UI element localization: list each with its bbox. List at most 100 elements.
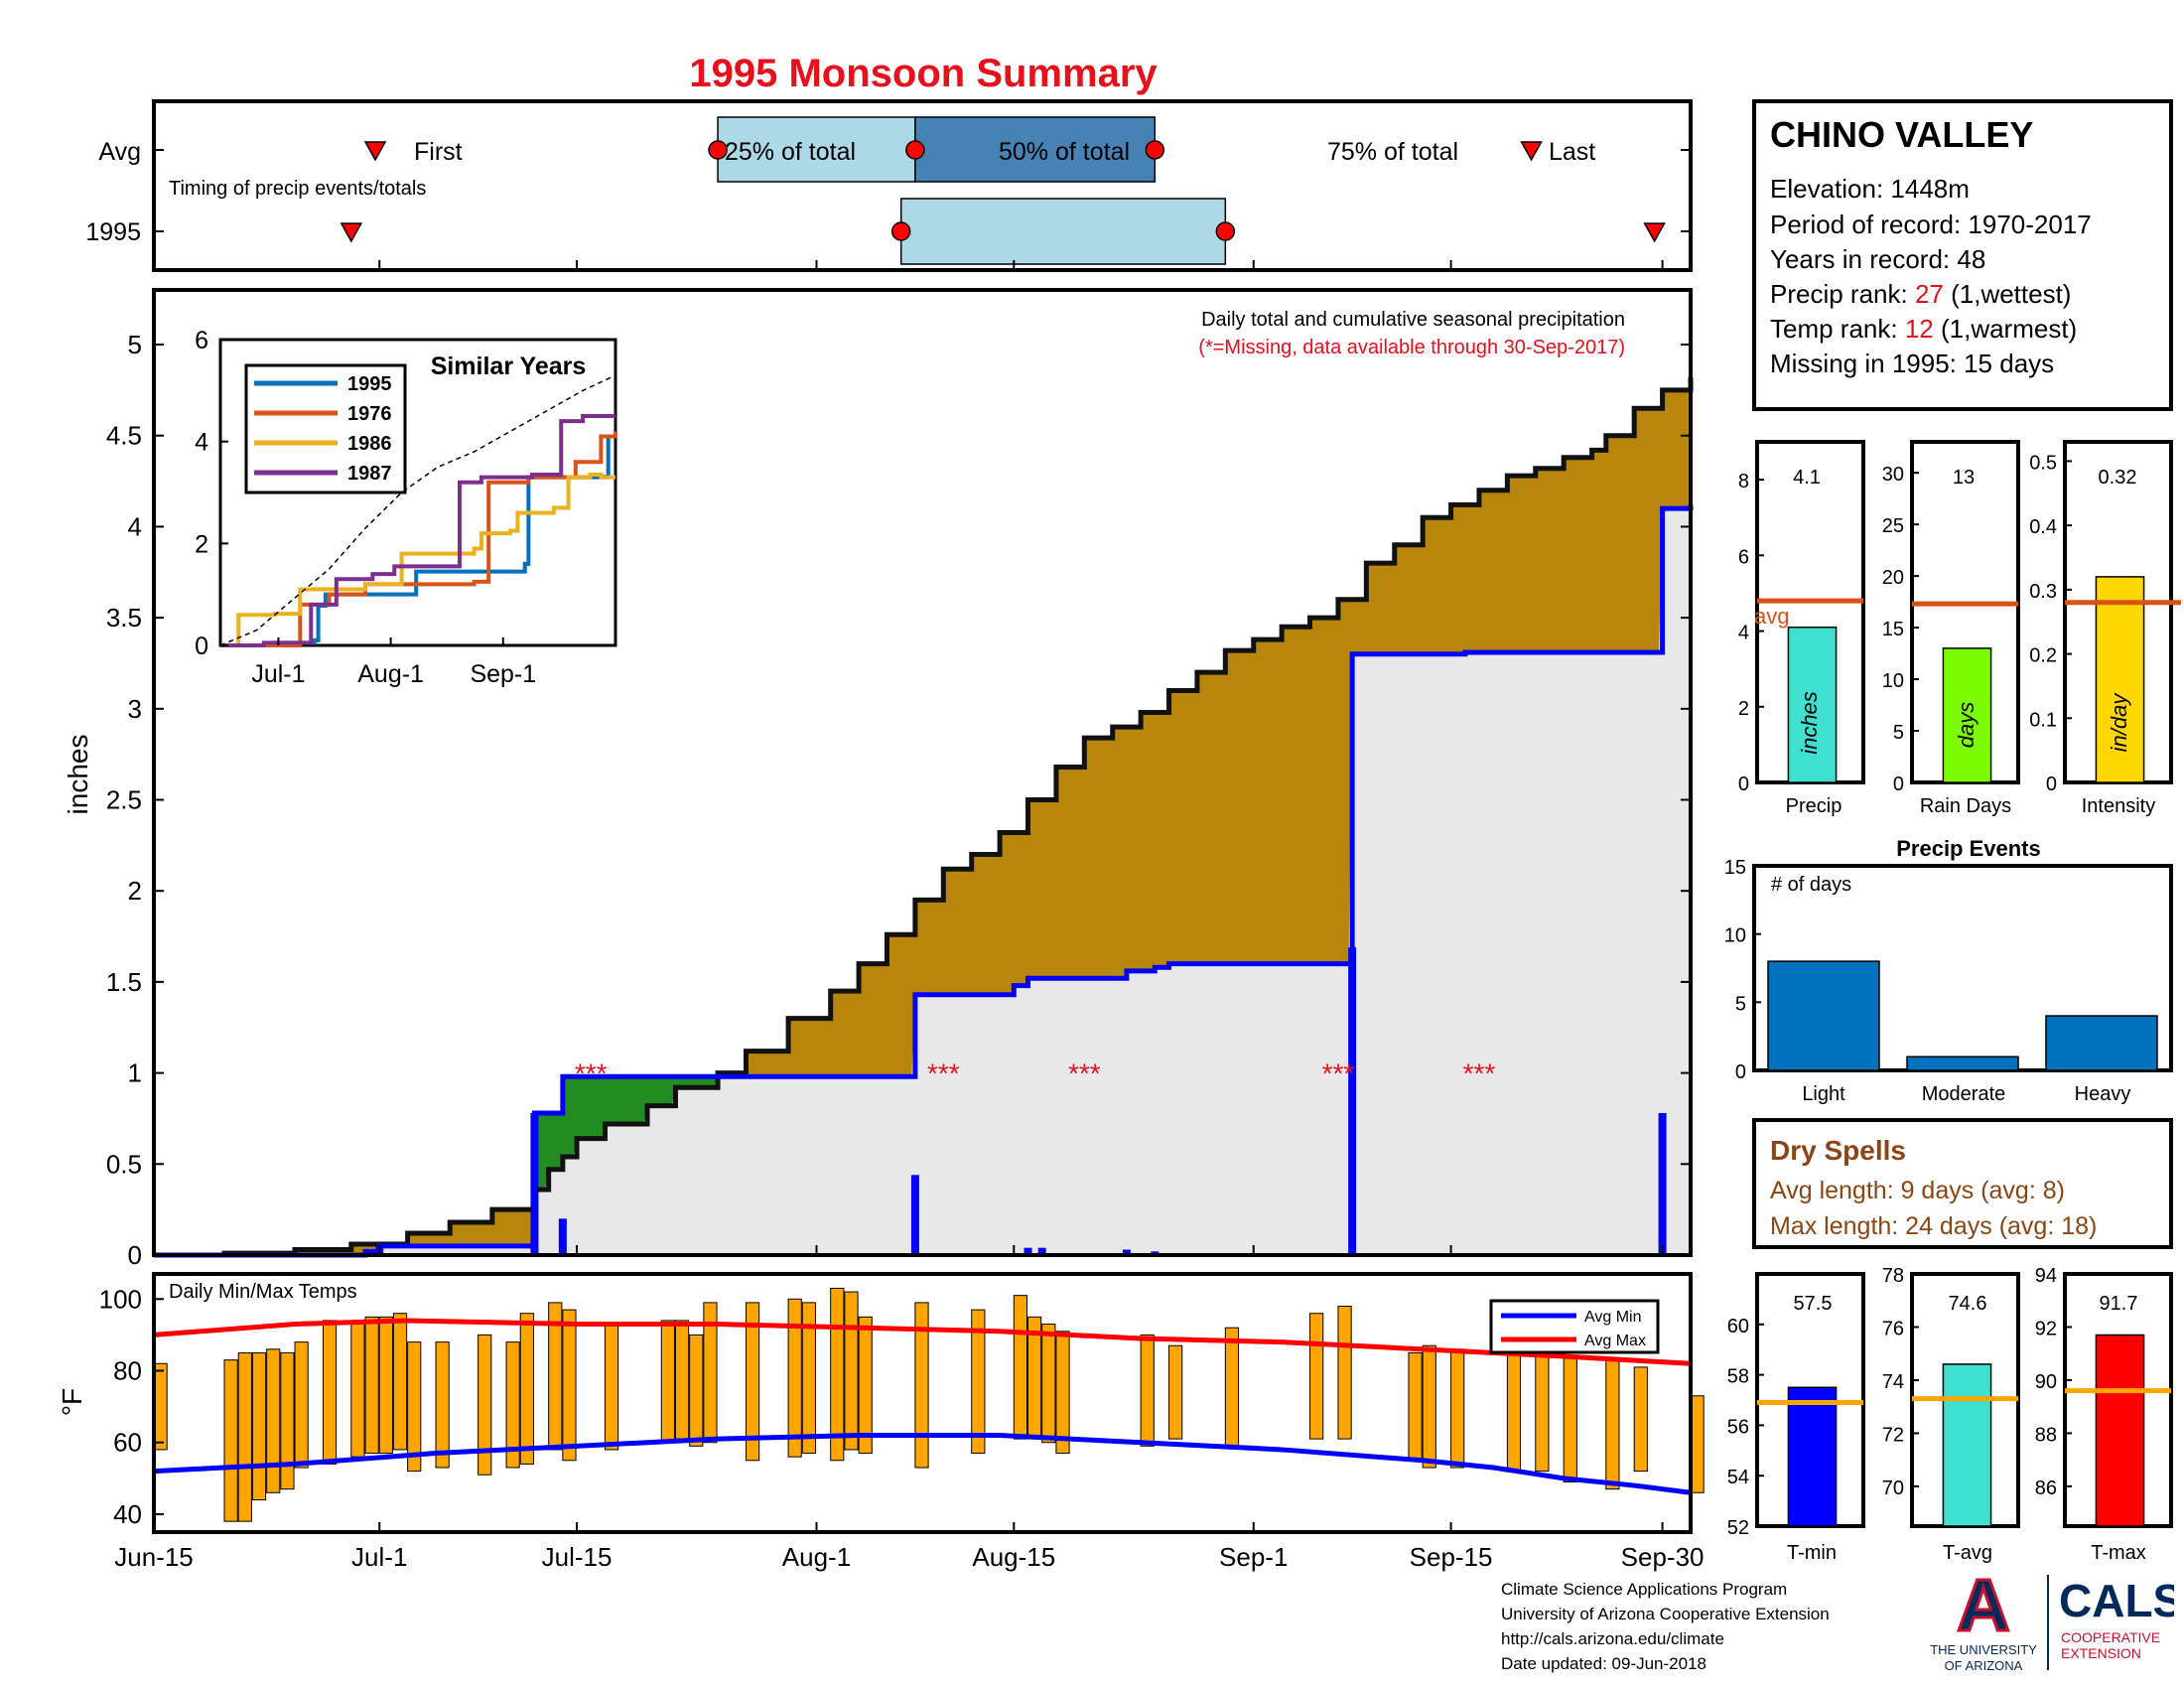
daily-temp-range-bar	[1450, 1348, 1465, 1469]
precip-y-tick-label: 0	[1738, 774, 1749, 795]
station-years: Years in record: 48	[1770, 244, 1985, 274]
temp-y-tick-label: 40	[113, 1499, 142, 1529]
temp-y-tick-label: 100	[99, 1284, 142, 1314]
daily-temp-range-bar	[237, 1351, 252, 1522]
precip-frame	[1755, 440, 1865, 784]
avg-timing-box-50-75	[914, 116, 1157, 183]
daily-temp-range-bar	[858, 1316, 873, 1455]
inset-x-tick-label: Aug-1	[357, 660, 424, 688]
missing-data-marker: ***	[1322, 1058, 1355, 1089]
tavg-y-tick-label: 74	[1882, 1371, 1904, 1393]
avg-timing-box-25-50	[717, 116, 916, 183]
tmax-y-tick-label: 92	[2035, 1318, 2057, 1339]
precip-x-label: Precip	[1786, 795, 1843, 817]
daily-temp-range-bar	[1041, 1324, 1056, 1444]
daily-temp-range-bar	[519, 1313, 534, 1465]
daily-temp-range-bar	[280, 1351, 295, 1490]
x-axis-date-label: Aug-15	[972, 1542, 1055, 1572]
station-frame	[1752, 99, 2173, 411]
inset-legend-1986: 1986	[347, 433, 392, 455]
precip-events-y-tick-label: 5	[1735, 993, 1746, 1015]
daily-temp-range-bar	[364, 1316, 379, 1455]
main-annotation-line1: Daily total and cumulative seasonal prec…	[1201, 309, 1625, 331]
station-precip-rank: Precip rank: 27 (1,wettest)	[1770, 279, 2071, 309]
avg-first-marker	[363, 141, 387, 162]
timing-percentile-dot	[1215, 221, 1236, 241]
missing-data-marker: ***	[1068, 1058, 1101, 1089]
inset-legend-1995: 1995	[347, 373, 392, 395]
raindays-unit-label: days	[1954, 702, 1979, 748]
intensity-bar	[2095, 576, 2145, 783]
cals-logo: CALS COOPERATIVE EXTENSION	[2045, 1567, 2183, 1676]
daily-temp-range-bar	[1506, 1351, 1522, 1473]
year-cumulative-line	[154, 504, 1694, 1258]
footer-line-program: Climate Science Applications Program	[1501, 1580, 1788, 1599]
tmax-y-tick-label: 86	[2035, 1477, 2057, 1499]
main-y-tick-label: 2.5	[106, 785, 142, 815]
precip-value-label: 4.1	[1793, 467, 1821, 489]
main-annotation-line2: (*=Missing, data available through 30-Se…	[1198, 337, 1625, 358]
daily-precip-bar	[1122, 1249, 1131, 1255]
missing-data-marker: ***	[575, 1058, 608, 1089]
year-first-marker	[340, 222, 363, 243]
main-y-tick-label: 0.5	[106, 1149, 142, 1179]
timing-panel: Avg 1995 Timing of precip events/totals …	[85, 99, 1693, 272]
main-plot-frame	[152, 288, 1693, 1257]
timing-p25-label: 25% of total	[725, 138, 856, 166]
daily-temp-range-bar	[604, 1324, 619, 1451]
daily-precip-bar	[1658, 1112, 1667, 1255]
main-y-tick-label: 1	[128, 1058, 142, 1088]
year-timing-box	[899, 198, 1227, 265]
tavg-x-label: T-avg	[1943, 1542, 1992, 1564]
precip-events-title: Precip Events	[1896, 836, 2041, 861]
rain-days-y-tick-label: 25	[1882, 515, 1904, 537]
tmax-bar	[2095, 1334, 2145, 1527]
daily-temp-range-bar	[1224, 1327, 1240, 1447]
dry-spells-avg: Avg length: 9 days (avg: 8)	[1770, 1177, 2065, 1204]
timing-percentile-dot	[890, 221, 911, 241]
x-axis-date-label: Jul-15	[542, 1542, 613, 1572]
main-y-tick-label: 4.5	[106, 421, 142, 451]
daily-temp-range-bar	[251, 1351, 267, 1501]
rain-days-y-tick-label: 30	[1882, 464, 1904, 486]
main-plot-series: *** *** *** *** *** 0 0.5 1 1.5 2 2.5 3 3.5 4 4.5 5	[106, 330, 1694, 1270]
daily-temp-range-bar	[562, 1309, 577, 1462]
footer-line-university: University of Arizona Cooperative Extens…	[1501, 1605, 1830, 1623]
timing-row-year: 1995	[85, 218, 141, 246]
intensity-value-label: 0.32	[2099, 467, 2137, 489]
precip-events-ylabel: # of days	[1771, 874, 1851, 896]
cals-logo-word: CALS	[2059, 1575, 2174, 1626]
temp-chart-title: Daily Min/Max Temps	[169, 1281, 357, 1303]
daily-temp-range-bar	[1140, 1334, 1155, 1447]
dry-spells-max: Max length: 24 days (avg: 18)	[1770, 1212, 2097, 1240]
daily-temp-range-bar	[1168, 1344, 1183, 1440]
temp-rank-value: 12	[1905, 314, 1934, 344]
daily-temp-range-bar	[830, 1287, 845, 1462]
precip-y-tick-label: 2	[1738, 698, 1749, 720]
main-y-tick-label: 1.5	[106, 967, 142, 997]
temp-y-axis-label: °F	[57, 1388, 87, 1416]
daily-temp-range-bar	[392, 1313, 408, 1451]
intensity-x-label: Intensity	[2082, 795, 2155, 817]
tmin-y-tick-label: 58	[1727, 1366, 1749, 1388]
daily-temp-range-bar	[505, 1341, 520, 1469]
footer-credits: Climate Science Applications Program Uni…	[1501, 1577, 1830, 1676]
precip-events-y-tick-label: 10	[1724, 925, 1746, 947]
inset-x-tick-label: Sep-1	[470, 660, 536, 688]
precip-events-bar	[2045, 1015, 2158, 1071]
tmin-value-label: 57.5	[1794, 1293, 1833, 1315]
tmax-x-label: T-max	[2091, 1542, 2146, 1564]
avg-cumulative-line	[154, 377, 1694, 1258]
dry-spells-frame	[1752, 1118, 2173, 1249]
daily-temps-chart: 40 60 80 100 Jun-15 Jul-1 Jul-15 Aug-1 Aug-15 Sep…	[57, 1272, 1705, 1572]
inset-avg-line	[219, 374, 616, 646]
tavg-y-tick-label: 70	[1882, 1477, 1904, 1499]
station-name: CHINO VALLEY	[1770, 114, 2033, 155]
precip-rank-value: 27	[1915, 279, 1944, 309]
footer-line-url: http://cals.arizona.edu/climate	[1501, 1629, 1724, 1648]
similar-years-inset: 0 2 4 6 Jul-1 Aug-1 Sep-1 Similar Years 1995 1…	[195, 327, 617, 688]
daily-temp-range-bar	[322, 1320, 338, 1465]
precip-bar	[1787, 626, 1838, 783]
main-y-tick-label: 2	[128, 876, 142, 906]
daily-temp-range-bar	[971, 1309, 986, 1455]
